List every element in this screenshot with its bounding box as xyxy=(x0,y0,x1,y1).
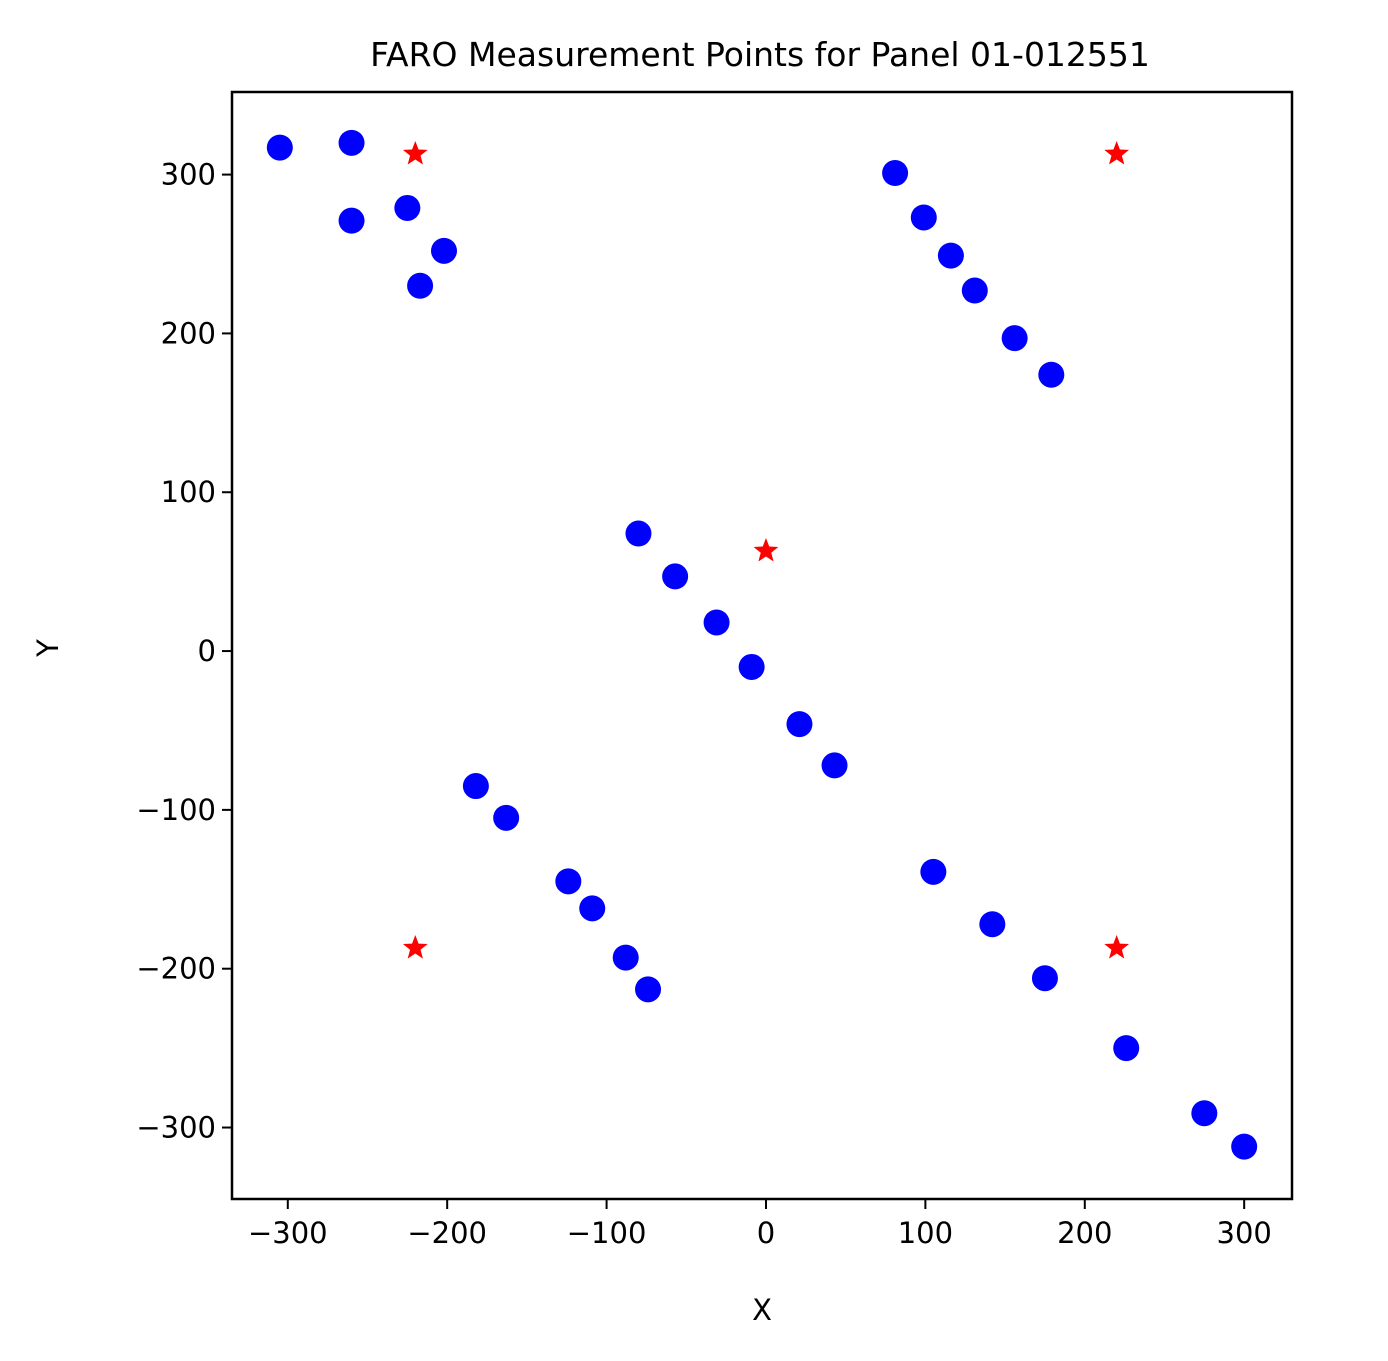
y-tick-label: 0 xyxy=(198,634,216,668)
measurement-point xyxy=(1113,1035,1140,1062)
y-axis-ticks: −300 −200 −100 0 100 200 300 xyxy=(136,158,232,1145)
y-tick-label: −100 xyxy=(136,793,216,827)
x-tick-label: 100 xyxy=(898,1216,953,1250)
measurement-point xyxy=(493,804,520,831)
measurement-point xyxy=(1231,1133,1258,1160)
reference-star-point xyxy=(753,538,779,562)
y-tick-label: −200 xyxy=(136,952,216,986)
measurement-point xyxy=(979,911,1006,938)
x-axis-label: X xyxy=(752,1293,772,1327)
measurement-point xyxy=(1191,1100,1218,1127)
measurement-point xyxy=(1001,325,1028,352)
x-tick-label: −300 xyxy=(248,1216,328,1250)
measurement-point xyxy=(612,944,639,971)
measurement-point xyxy=(703,609,730,636)
measurement-point xyxy=(910,204,937,231)
measurement-point xyxy=(1031,965,1058,992)
y-tick-label: 200 xyxy=(161,316,216,350)
chart-title: FARO Measurement Points for Panel 01-012… xyxy=(370,35,1150,74)
measurement-point xyxy=(266,134,293,161)
measurement-point xyxy=(920,858,947,885)
measurement-point xyxy=(625,520,652,547)
y-axis-label: Y xyxy=(31,639,65,658)
measurement-point xyxy=(394,194,421,221)
y-tick-label: 300 xyxy=(161,158,216,192)
plot-area-frame xyxy=(230,90,1294,1201)
measurement-point xyxy=(937,242,964,269)
reference-star-point xyxy=(1104,935,1130,959)
measurement-point xyxy=(338,129,365,156)
reference-star-point xyxy=(402,140,428,165)
measurement-point xyxy=(821,752,848,779)
y-tick-label: −300 xyxy=(136,1111,216,1145)
measurement-point xyxy=(738,653,765,680)
reference-star-point xyxy=(402,935,428,959)
measurement-point xyxy=(579,895,606,922)
reference-star-point xyxy=(1104,140,1130,165)
measurement-point xyxy=(555,868,582,895)
x-tick-label: −200 xyxy=(407,1216,487,1250)
measurement-point xyxy=(882,160,909,186)
measurement-point xyxy=(786,711,813,738)
measurement-point xyxy=(635,976,662,1003)
measurement-point xyxy=(431,237,457,264)
x-axis-ticks: −300 −200 −100 0 100 200 300 xyxy=(248,1199,1272,1250)
measurement-point xyxy=(1038,361,1065,388)
measurement-point xyxy=(961,277,988,304)
x-tick-label: 300 xyxy=(1217,1216,1272,1250)
measurement-point xyxy=(407,272,434,299)
x-tick-label: 0 xyxy=(757,1216,775,1250)
measurement-point xyxy=(462,773,489,800)
y-tick-label: 100 xyxy=(161,475,216,509)
x-tick-label: 200 xyxy=(1057,1216,1112,1250)
plot-points xyxy=(266,129,1258,1160)
measurement-point xyxy=(662,563,689,590)
x-tick-label: −100 xyxy=(567,1216,647,1250)
measurement-point xyxy=(338,207,365,234)
